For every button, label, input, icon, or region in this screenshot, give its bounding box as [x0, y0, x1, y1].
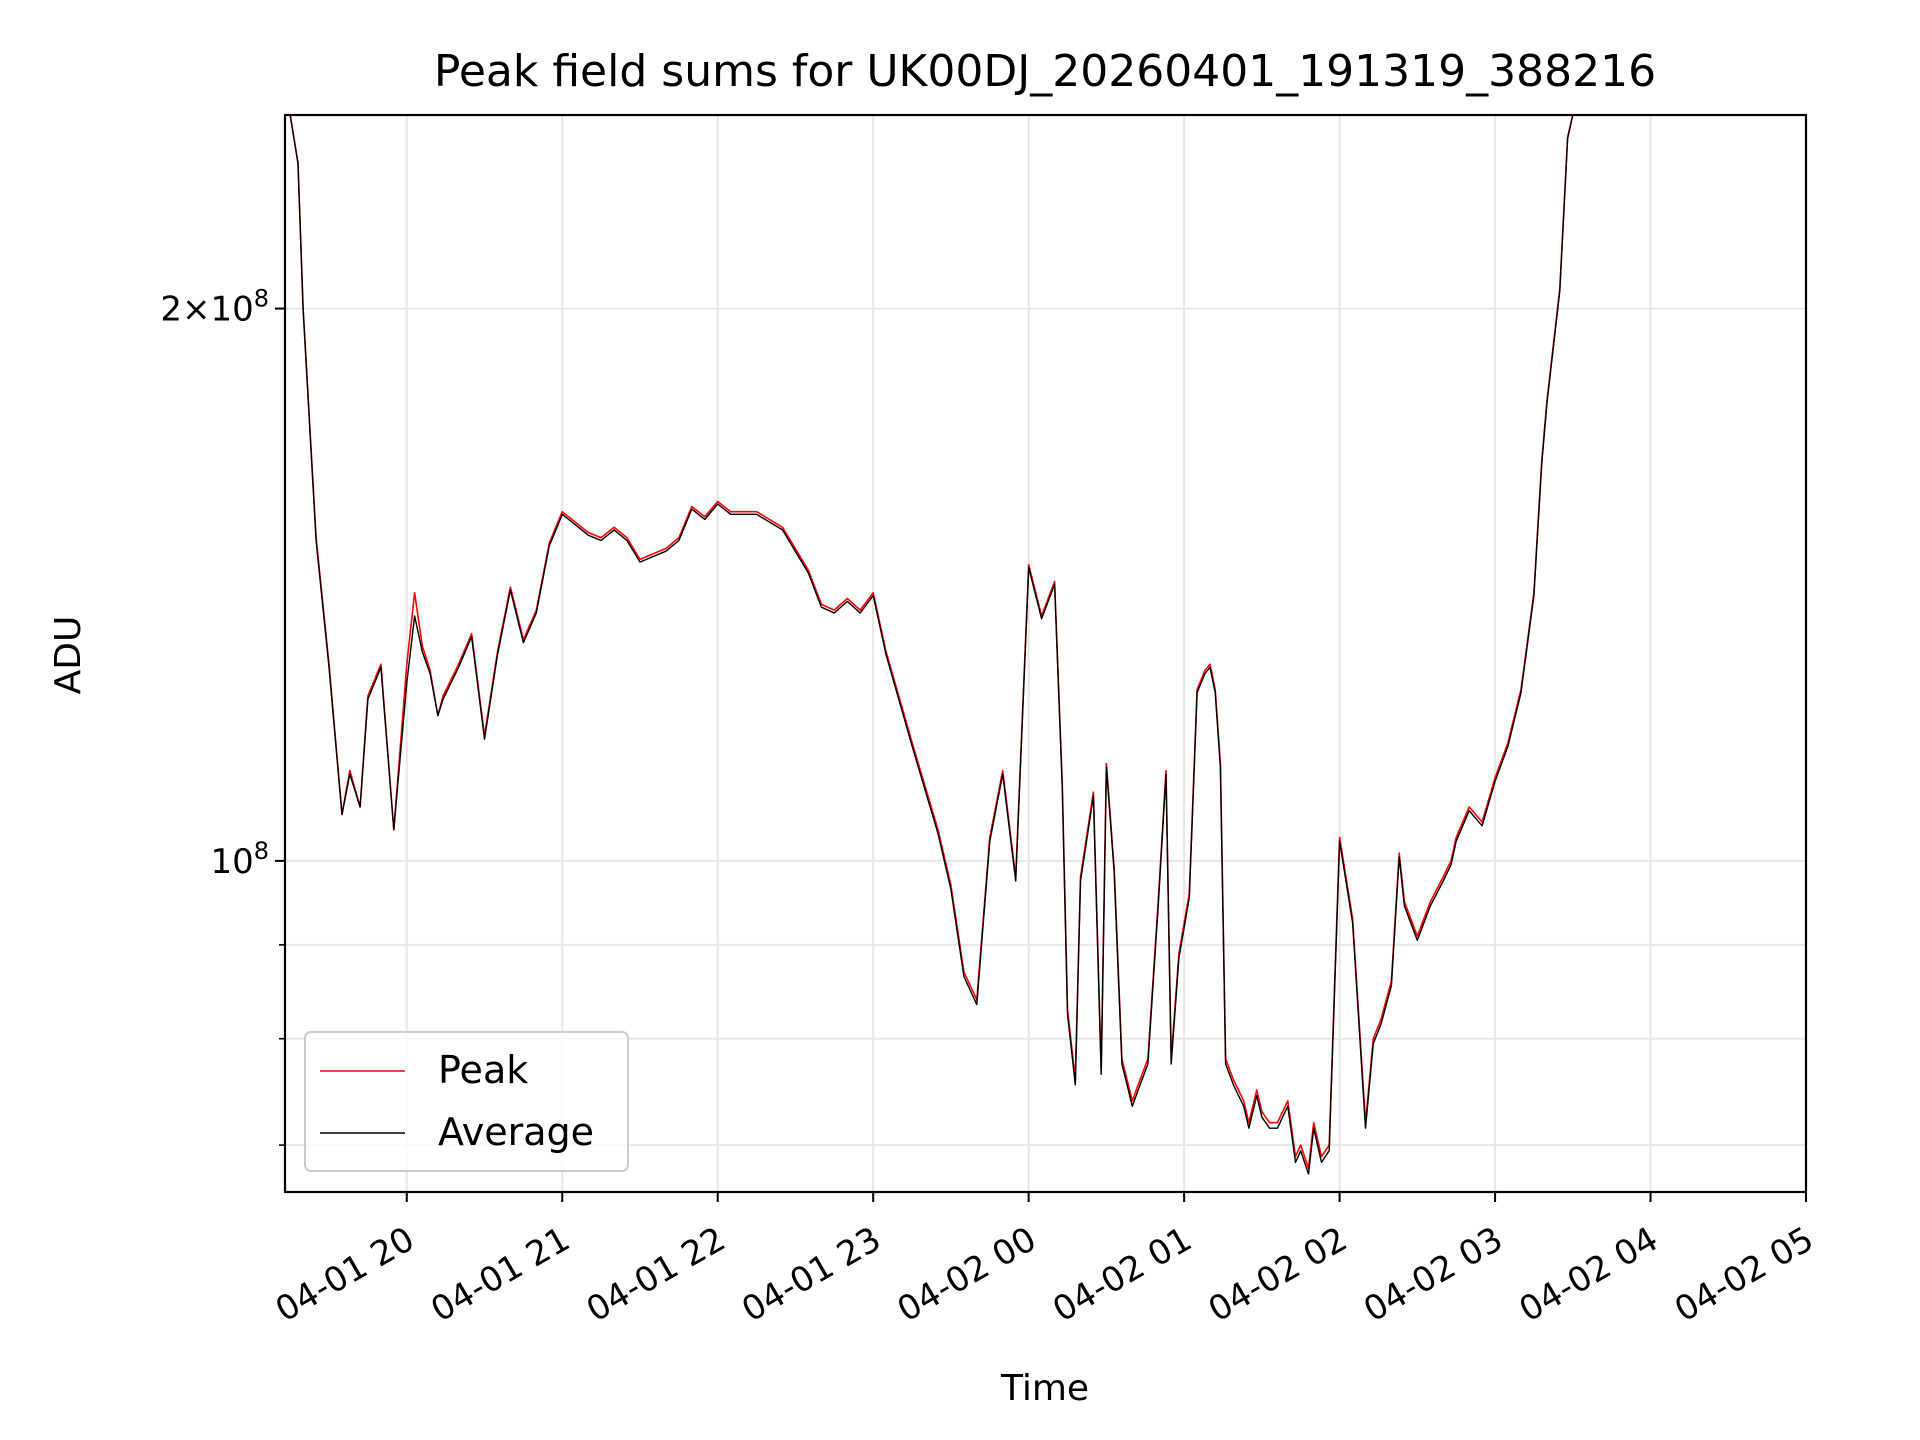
x-axis-label: Time: [1000, 1368, 1089, 1409]
series-line-average: [285, 115, 1574, 1175]
legend: Peak Average: [304, 1031, 629, 1172]
chart-title: Peak field sums for UK00DJ_20260401_1913…: [434, 46, 1656, 97]
y-tick-label: 108: [210, 837, 269, 882]
plot-area-frame: [283, 113, 1808, 1194]
series-layer: [285, 115, 1574, 1175]
y-axis: 108 2×108: [160, 285, 285, 1146]
y-axis-label: ADU: [48, 616, 89, 695]
legend-label-average: Average: [438, 1110, 594, 1154]
legend-box: [304, 1031, 629, 1172]
grid-lines: [285, 115, 1807, 1192]
y-tick-label: 2×108: [160, 285, 269, 330]
legend-label-peak: Peak: [438, 1048, 528, 1092]
